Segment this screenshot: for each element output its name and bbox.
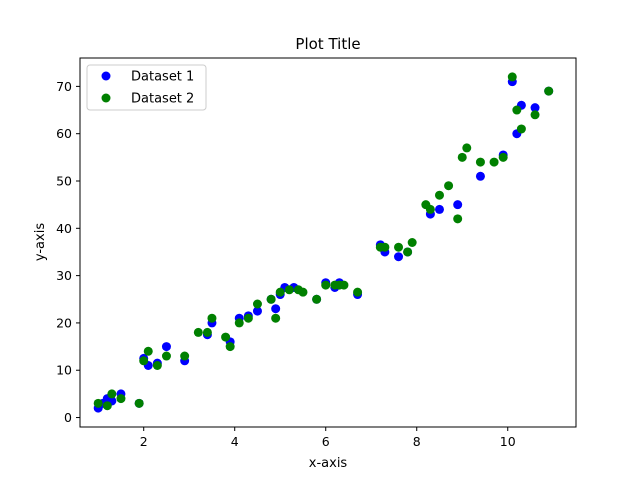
data-point — [530, 110, 540, 120]
y-tick-label: 30 — [56, 268, 72, 283]
data-point — [252, 299, 262, 309]
data-point — [453, 214, 463, 224]
x-tick-label: 10 — [500, 434, 516, 449]
y-tick-label: 70 — [56, 79, 72, 94]
data-point — [475, 157, 485, 167]
data-point — [544, 86, 554, 96]
plot-frame — [79, 57, 577, 428]
data-point — [512, 105, 522, 115]
data-point — [475, 171, 485, 181]
data-point — [252, 306, 262, 316]
data-point — [394, 252, 404, 262]
y-axis-ticks: 0 10 20 30 40 50 60 70 — [56, 79, 80, 425]
data-point — [271, 313, 281, 323]
data-point — [102, 401, 112, 411]
y-tick-label: 0 — [64, 410, 72, 425]
data-point — [339, 280, 349, 290]
data-point — [243, 313, 253, 323]
data-point — [516, 124, 526, 134]
series-2 — [93, 72, 554, 411]
legend-marker — [101, 71, 111, 81]
data-point — [434, 204, 444, 214]
data-point — [407, 238, 417, 247]
data-point — [134, 398, 144, 408]
y-tick-label: 40 — [56, 221, 72, 236]
data-points — [93, 72, 554, 413]
data-point — [161, 351, 171, 361]
data-point — [107, 389, 117, 399]
data-point — [193, 327, 203, 337]
data-point — [152, 361, 162, 370]
data-point — [180, 351, 190, 361]
data-point — [380, 242, 390, 252]
y-tick-label: 60 — [56, 126, 72, 141]
x-tick-label: 8 — [413, 434, 421, 449]
data-point — [202, 327, 212, 337]
data-point — [143, 346, 153, 356]
data-point — [434, 190, 444, 200]
data-point — [284, 285, 294, 295]
data-point — [225, 342, 235, 352]
x-tick-label: 4 — [231, 434, 239, 449]
data-point — [116, 394, 126, 404]
data-point — [93, 398, 103, 408]
x-tick-label: 2 — [140, 434, 148, 449]
data-point — [457, 152, 467, 162]
data-point — [403, 247, 413, 257]
legend-label: Dataset 2 — [131, 92, 194, 107]
data-point — [207, 313, 217, 323]
y-tick-label: 50 — [56, 174, 72, 189]
data-point — [234, 318, 244, 328]
data-point — [266, 294, 276, 304]
data-point — [161, 342, 171, 352]
x-axis-ticks: 2 4 6 8 10 — [140, 427, 516, 449]
data-point — [275, 287, 285, 297]
x-tick-label: 6 — [322, 434, 330, 449]
legend-label: Dataset 1 — [131, 70, 194, 85]
data-point — [221, 332, 231, 342]
data-point — [498, 152, 508, 162]
data-point — [444, 181, 454, 191]
plot-area — [80, 58, 576, 427]
data-point — [530, 103, 540, 113]
data-point — [462, 143, 472, 153]
x-axis-label: x-axis — [309, 456, 348, 471]
data-point — [453, 200, 463, 210]
data-point — [353, 287, 363, 297]
data-point — [271, 304, 281, 314]
data-point — [321, 280, 331, 290]
legend-box — [86, 64, 207, 111]
data-point — [298, 287, 308, 297]
y-axis-label: y-axis — [33, 223, 48, 261]
chart-title: Plot Title — [295, 35, 360, 53]
data-point — [425, 204, 435, 214]
data-point — [507, 72, 517, 82]
legend-marker — [101, 93, 111, 103]
y-tick-label: 20 — [56, 315, 72, 330]
data-point — [139, 356, 149, 366]
data-point — [394, 242, 404, 252]
legend: Dataset 1 Dataset 2 — [86, 64, 207, 111]
data-point — [312, 294, 322, 304]
data-point — [489, 157, 499, 167]
y-tick-label: 10 — [56, 363, 72, 378]
